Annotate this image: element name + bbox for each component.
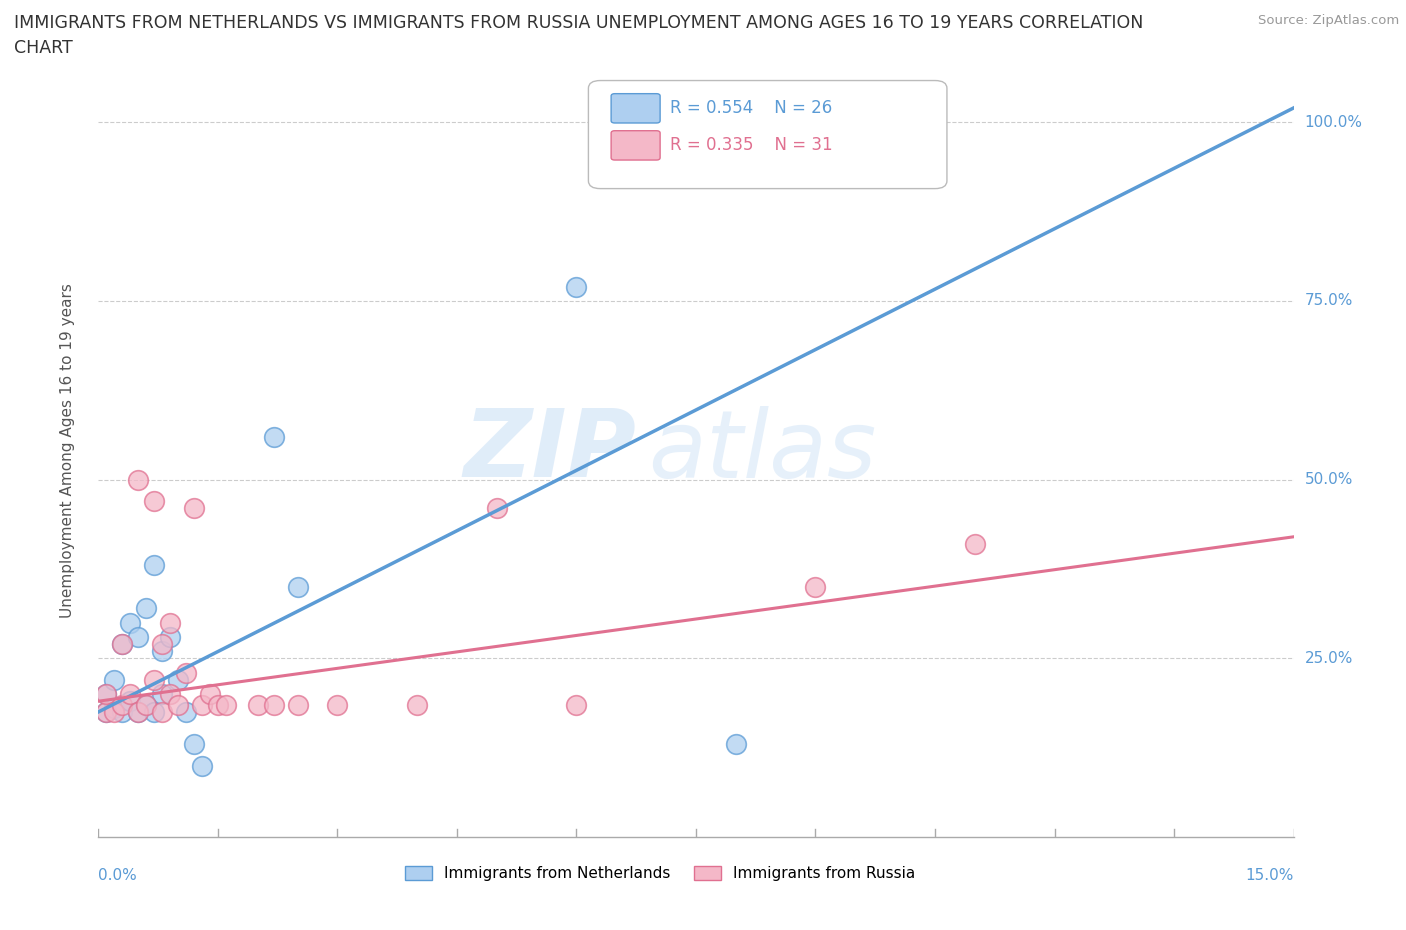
Point: [159, 615, 181, 630]
Text: Source: ZipAtlas.com: Source: ZipAtlas.com: [1258, 14, 1399, 27]
Text: IMMIGRANTS FROM NETHERLANDS VS IMMIGRANTS FROM RUSSIA UNEMPLOYMENT AMONG AGES 16: IMMIGRANTS FROM NETHERLANDS VS IMMIGRANT…: [14, 14, 1143, 32]
Text: R = 0.554    N = 26: R = 0.554 N = 26: [669, 100, 832, 117]
Point: [287, 698, 309, 712]
Point: [103, 701, 125, 716]
Point: [263, 430, 285, 445]
Point: [198, 686, 221, 701]
Point: [150, 705, 173, 720]
Point: [174, 705, 197, 720]
Point: [167, 672, 190, 687]
Point: [150, 644, 173, 658]
Point: [127, 705, 149, 720]
Point: [143, 494, 166, 509]
FancyBboxPatch shape: [612, 131, 661, 160]
Point: [159, 630, 181, 644]
Point: [326, 698, 349, 712]
Point: [191, 698, 214, 712]
Point: [804, 137, 827, 152]
Text: 75.0%: 75.0%: [1305, 294, 1353, 309]
Text: 15.0%: 15.0%: [1246, 868, 1294, 883]
Point: [246, 698, 269, 712]
Point: [135, 601, 157, 616]
Point: [127, 472, 149, 487]
Point: [127, 630, 149, 644]
Point: [565, 279, 588, 294]
Point: [263, 698, 285, 712]
Point: [103, 672, 125, 687]
Point: [724, 737, 747, 751]
Point: [143, 705, 166, 720]
Legend: Immigrants from Netherlands, Immigrants from Russia: Immigrants from Netherlands, Immigrants …: [398, 859, 922, 887]
Point: [96, 686, 118, 701]
Point: [485, 500, 508, 515]
Point: [135, 698, 157, 712]
FancyBboxPatch shape: [589, 81, 948, 189]
Point: [120, 615, 142, 630]
Point: [120, 686, 142, 701]
Text: 0.0%: 0.0%: [98, 868, 138, 883]
Point: [565, 698, 588, 712]
Text: 50.0%: 50.0%: [1305, 472, 1353, 487]
Point: [167, 698, 190, 712]
Point: [111, 637, 134, 652]
Point: [103, 705, 125, 720]
Point: [96, 686, 118, 701]
Point: [111, 698, 134, 712]
Point: [127, 705, 149, 720]
Point: [191, 758, 214, 773]
Text: atlas: atlas: [648, 405, 876, 497]
Point: [135, 698, 157, 712]
Point: [111, 705, 134, 720]
Point: [150, 686, 173, 701]
Point: [287, 579, 309, 594]
Point: [159, 686, 181, 701]
Text: 100.0%: 100.0%: [1305, 114, 1362, 130]
Point: [111, 637, 134, 652]
Point: [207, 698, 229, 712]
Point: [183, 737, 205, 751]
Point: [963, 537, 986, 551]
Point: [96, 705, 118, 720]
Point: [143, 672, 166, 687]
Point: [150, 637, 173, 652]
Text: 25.0%: 25.0%: [1305, 651, 1353, 666]
Y-axis label: Unemployment Among Ages 16 to 19 years: Unemployment Among Ages 16 to 19 years: [60, 284, 75, 618]
Point: [406, 698, 429, 712]
Point: [174, 665, 197, 680]
Point: [804, 579, 827, 594]
Point: [96, 705, 118, 720]
Point: [215, 698, 238, 712]
Point: [143, 558, 166, 573]
Point: [183, 500, 205, 515]
Text: R = 0.335    N = 31: R = 0.335 N = 31: [669, 137, 832, 154]
Text: CHART: CHART: [14, 39, 73, 57]
Point: [120, 694, 142, 709]
FancyBboxPatch shape: [612, 94, 661, 123]
Text: ZIP: ZIP: [464, 405, 637, 497]
